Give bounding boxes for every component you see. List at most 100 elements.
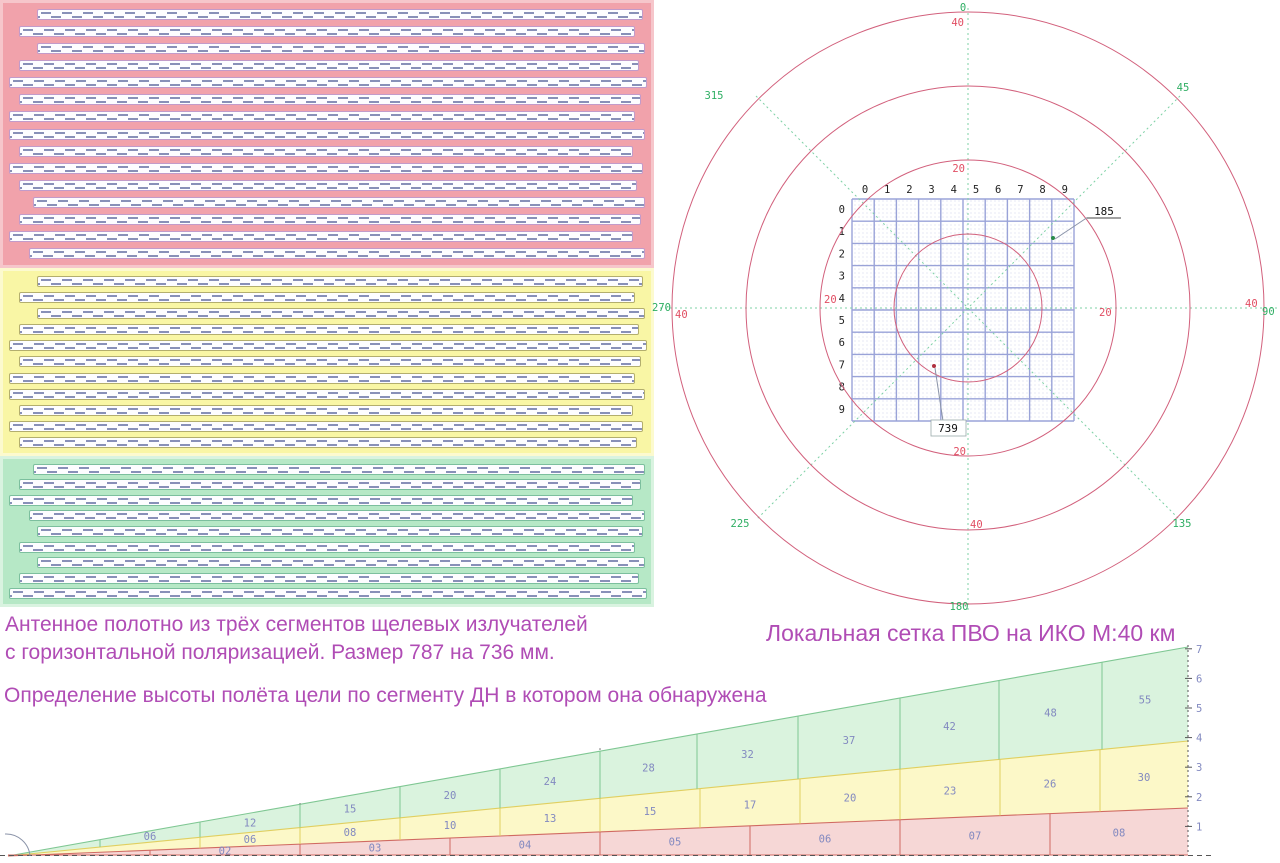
grid-col-label: 1 — [884, 184, 890, 196]
slotted-waveguide-strip — [9, 340, 647, 352]
antenna-panel — [0, 0, 654, 607]
azimuth-label-135: 135 — [1173, 518, 1192, 530]
azimuth-label-45: 45 — [1177, 82, 1190, 94]
height-scale-label: 7 — [1196, 644, 1202, 656]
grid-row-label: 0 — [839, 204, 845, 216]
grid-row-label: 1 — [839, 226, 845, 238]
antenna-lower-segment — [0, 456, 654, 607]
leader-line-739 — [934, 367, 944, 422]
height-value-high-beam: 20 — [444, 790, 457, 802]
grid-col-label: 0 — [862, 184, 868, 196]
slotted-waveguide-strip — [37, 525, 643, 537]
slotted-waveguide-strip — [37, 276, 643, 288]
azimuth-label-180: 180 — [950, 601, 969, 613]
height-value-mid-beam: 06 — [244, 834, 257, 846]
height-value-mid-beam: 17 — [744, 799, 757, 811]
ring-label-20: 20 — [1099, 307, 1112, 319]
leader-line-185 — [1054, 216, 1089, 240]
height-scale-label: 2 — [1196, 792, 1202, 804]
slotted-waveguide-strip — [9, 494, 633, 506]
grid-col-label: 9 — [1062, 184, 1068, 196]
pvo-local-grid-polar-chart: 0 1 2 3 4 5 6 7 8 9012345678920202020404040400459… — [652, 2, 1278, 613]
height-value-low-beam: 02 — [219, 846, 232, 858]
slotted-waveguide-strip — [19, 179, 637, 191]
height-value-high-beam: 32 — [741, 749, 754, 761]
height-value-mid-beam: 13 — [544, 813, 557, 825]
grid-row-label: 2 — [839, 248, 845, 260]
height-value-mid-beam: 23 — [944, 785, 957, 797]
height-value-high-beam: 48 — [1044, 707, 1057, 719]
azimuth-label-270: 270 — [652, 302, 671, 314]
height-scale-label: 4 — [1196, 733, 1202, 745]
height-value-low-beam: 04 — [519, 839, 532, 851]
grid-col-label: 7 — [1017, 184, 1023, 196]
height-value-high-beam: 55 — [1139, 694, 1152, 706]
height-scale-label: 3 — [1196, 762, 1202, 774]
height-value-low-beam: 07 — [969, 830, 982, 842]
slotted-waveguide-strip — [37, 308, 645, 320]
azimuth-label-0: 0 — [960, 2, 966, 14]
height-scale-label: 5 — [1196, 703, 1202, 715]
ring-label-40: 40 — [1245, 298, 1258, 310]
azimuth-label-90: 90 — [1262, 306, 1275, 318]
band-top-line-mid-beam — [7, 740, 1189, 857]
slotted-waveguide-strip — [19, 572, 639, 584]
origin-arc — [4, 833, 31, 857]
slotted-waveguide-strip — [19, 541, 635, 553]
slotted-waveguide-strip — [19, 213, 641, 225]
slotted-waveguide-strip — [37, 557, 645, 569]
azimuth-label-315: 315 — [705, 90, 724, 102]
grid-row-label: 8 — [839, 382, 845, 394]
grid-col-label: 4 — [951, 184, 957, 196]
band-top-line-low-beam — [7, 807, 1189, 857]
range-ring-20km — [819, 159, 1117, 457]
slotted-waveguide-strip — [19, 479, 641, 491]
height-value-high-beam: 06 — [144, 831, 157, 843]
slotted-waveguide-strip — [19, 26, 635, 38]
height-scale-label: 6 — [1196, 673, 1202, 685]
slotted-waveguide-strip — [29, 247, 645, 259]
slotted-waveguide-strip — [19, 324, 639, 336]
grid-col-label: 8 — [1039, 184, 1045, 196]
slotted-waveguide-strip — [37, 43, 645, 55]
grid-col-label: 3 — [928, 184, 934, 196]
band-top-line-high-beam — [7, 646, 1189, 857]
height-value-low-beam: 05 — [669, 836, 682, 848]
ring-label-40: 40 — [951, 17, 964, 29]
height-scale-label: 1 — [1196, 821, 1202, 833]
antenna-caption-line1: Антенное полотно из трёх сегментов щелев… — [5, 613, 588, 636]
range-ring-40km — [671, 11, 1265, 605]
slotted-waveguide-strip — [37, 9, 643, 21]
slotted-waveguide-strip — [33, 196, 645, 208]
slotted-waveguide-strip — [19, 356, 641, 368]
slotted-waveguide-strip — [19, 404, 633, 416]
antenna-upper-segment — [0, 0, 654, 268]
slotted-waveguide-strip — [9, 388, 645, 400]
slotted-waveguide-strip — [9, 111, 635, 123]
range-ring-30km — [745, 85, 1191, 531]
slotted-waveguide-strip — [9, 128, 645, 140]
height-value-mid-beam: 15 — [644, 806, 657, 818]
height-value-low-beam: 08 — [1113, 827, 1126, 839]
slotted-waveguide-strip — [33, 463, 645, 475]
slotted-waveguide-strip — [19, 436, 637, 448]
target-dot-185 — [1051, 236, 1055, 240]
height-value-mid-beam: 30 — [1138, 772, 1151, 784]
height-value-mid-beam: 20 — [844, 792, 857, 804]
annotation-bg-185 — [1087, 205, 1121, 218]
slotted-waveguide-strip — [9, 372, 635, 384]
ring-label-20: 20 — [824, 294, 837, 306]
grid-row-label: 3 — [839, 271, 845, 283]
slotted-waveguide-strip — [9, 588, 647, 600]
annotation-text-185: 185 — [1094, 205, 1114, 218]
slotted-waveguide-strip — [19, 60, 639, 72]
slotted-waveguide-strip — [19, 292, 635, 304]
height-value-high-beam: 12 — [244, 817, 257, 829]
slotted-waveguide-strip — [9, 162, 643, 174]
grid-row-label: 5 — [839, 315, 845, 327]
grid-col-label: 6 — [995, 184, 1001, 196]
slotted-waveguide-strip — [19, 145, 633, 157]
height-value-low-beam: 06 — [819, 833, 832, 845]
height-value-mid-beam: 10 — [444, 820, 457, 832]
